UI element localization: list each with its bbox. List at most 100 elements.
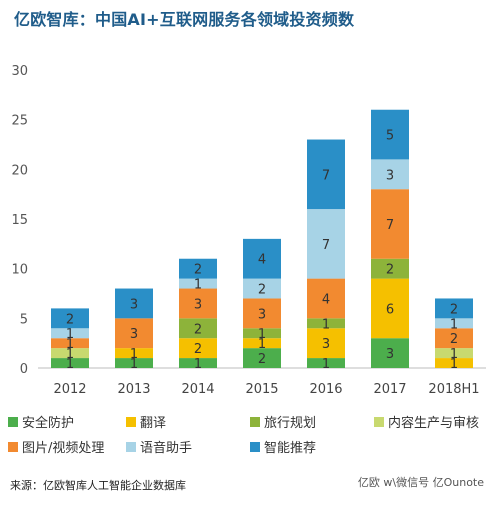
data-label: 3 [386, 347, 394, 362]
y-tick-label: 0 [20, 362, 28, 377]
legend-item-voice: 语音助手 [126, 437, 250, 456]
data-label: 1 [66, 357, 74, 372]
bar-segment [435, 318, 473, 329]
data-label: 1 [66, 327, 74, 342]
data-label: 1 [194, 278, 202, 293]
legend-label-travel: 旅行规划 [264, 416, 317, 431]
bar-segment [115, 318, 153, 349]
legend-item-recommend: 智能推荐 [250, 437, 316, 456]
bar-segment [51, 348, 89, 359]
data-label: 1 [258, 327, 266, 342]
legend-label-recommend: 智能推荐 [264, 441, 317, 456]
bar-segment [179, 288, 217, 319]
legend-row-2: 图片/视频处理 语音助手 智能推荐 [8, 437, 500, 456]
bar-segment [371, 338, 409, 368]
bar-segment [371, 109, 409, 160]
data-label: 4 [322, 292, 330, 307]
data-label: 2 [194, 263, 202, 278]
legend-label-voice: 语音助手 [140, 441, 193, 456]
data-label: 3 [130, 297, 138, 312]
x-tick-label: 2016 [309, 382, 342, 397]
legend-item-content: 内容生产与审核 [374, 412, 479, 431]
bar-segment [307, 278, 345, 319]
bar-segment [243, 348, 281, 368]
data-label: 7 [322, 238, 330, 253]
data-label: 2 [66, 312, 74, 327]
data-label: 1 [258, 337, 266, 352]
legend-label-content: 内容生产与审核 [388, 416, 480, 431]
data-label: 1 [130, 347, 138, 362]
bar-segment [307, 328, 345, 359]
data-label: 2 [386, 263, 394, 278]
bar-segment [115, 358, 153, 368]
data-label: 1 [450, 357, 458, 372]
bar-segment [51, 358, 89, 368]
data-label: 1 [194, 357, 202, 372]
chart-title: 亿欧智库：中国AI+互联网服务各领域投资频数 [14, 10, 355, 29]
x-tick-label: 2012 [53, 382, 86, 397]
data-label: 7 [322, 168, 330, 183]
data-label: 2 [194, 342, 202, 357]
bar-segment [307, 358, 345, 368]
bar-segment [243, 278, 281, 299]
bar-segment [243, 338, 281, 349]
legend-swatch-translation [126, 416, 136, 427]
legend-item-security: 安全防护 [8, 412, 126, 431]
data-label: 6 [386, 302, 394, 317]
legend-swatch-voice [126, 441, 136, 452]
bar-segment [371, 189, 409, 259]
data-label: 1 [66, 347, 74, 362]
legend-label-translation: 翻译 [140, 416, 167, 431]
data-label: 2 [450, 302, 458, 317]
bar-segment [243, 238, 281, 279]
data-label: 1 [322, 317, 330, 332]
legend-swatch-recommend [250, 441, 260, 452]
bar-segment [179, 338, 217, 359]
bar-segment [51, 308, 89, 329]
x-tick-label: 2017 [373, 382, 406, 397]
bar-segment [371, 278, 409, 339]
legend-item-image: 图片/视频处理 [8, 437, 126, 456]
data-label: 2 [450, 332, 458, 347]
data-label: 3 [322, 337, 330, 352]
data-label: 2 [258, 352, 266, 367]
legend-label-security: 安全防护 [22, 416, 75, 431]
legend-label-image: 图片/视频处理 [22, 441, 105, 456]
bar-segment [243, 328, 281, 339]
bar-segment [307, 209, 345, 279]
y-tick-label: 10 [11, 263, 28, 278]
bar-segment [51, 328, 89, 339]
bar-segment [115, 348, 153, 359]
bar-segment [371, 159, 409, 190]
bar-segment [179, 318, 217, 339]
data-label: 3 [194, 297, 202, 312]
legend-swatch-content [374, 416, 384, 427]
legend-swatch-travel [250, 416, 260, 427]
source-note: 来源：亿欧智库人工智能企业数据库 [10, 479, 186, 492]
bar-segment [179, 358, 217, 368]
watermark: 亿欧 w\微信号 亿Ounote [357, 476, 484, 489]
data-label: 1 [130, 357, 138, 372]
bar-segment [371, 258, 409, 279]
bar-segment [435, 328, 473, 349]
data-label: 1 [322, 357, 330, 372]
data-label: 4 [258, 253, 266, 268]
legend-swatch-image [8, 441, 18, 452]
bar-segment [179, 258, 217, 279]
data-label: 1 [450, 347, 458, 362]
data-label: 2 [194, 322, 202, 337]
legend-item-translation: 翻译 [126, 412, 250, 431]
bar-segment [115, 288, 153, 319]
data-label: 3 [130, 327, 138, 342]
x-tick-label: 2014 [181, 382, 214, 397]
y-tick-label: 15 [11, 213, 28, 228]
bar-segment [243, 298, 281, 329]
x-tick-label: 2018H1 [428, 382, 479, 397]
legend-row-1: 安全防护 翻译 旅行规划 内容生产与审核 [8, 412, 500, 431]
y-tick-label: 20 [11, 163, 28, 178]
data-label: 5 [386, 129, 394, 144]
y-tick-label: 30 [11, 64, 28, 79]
data-label: 1 [450, 317, 458, 332]
data-label: 1 [66, 337, 74, 352]
